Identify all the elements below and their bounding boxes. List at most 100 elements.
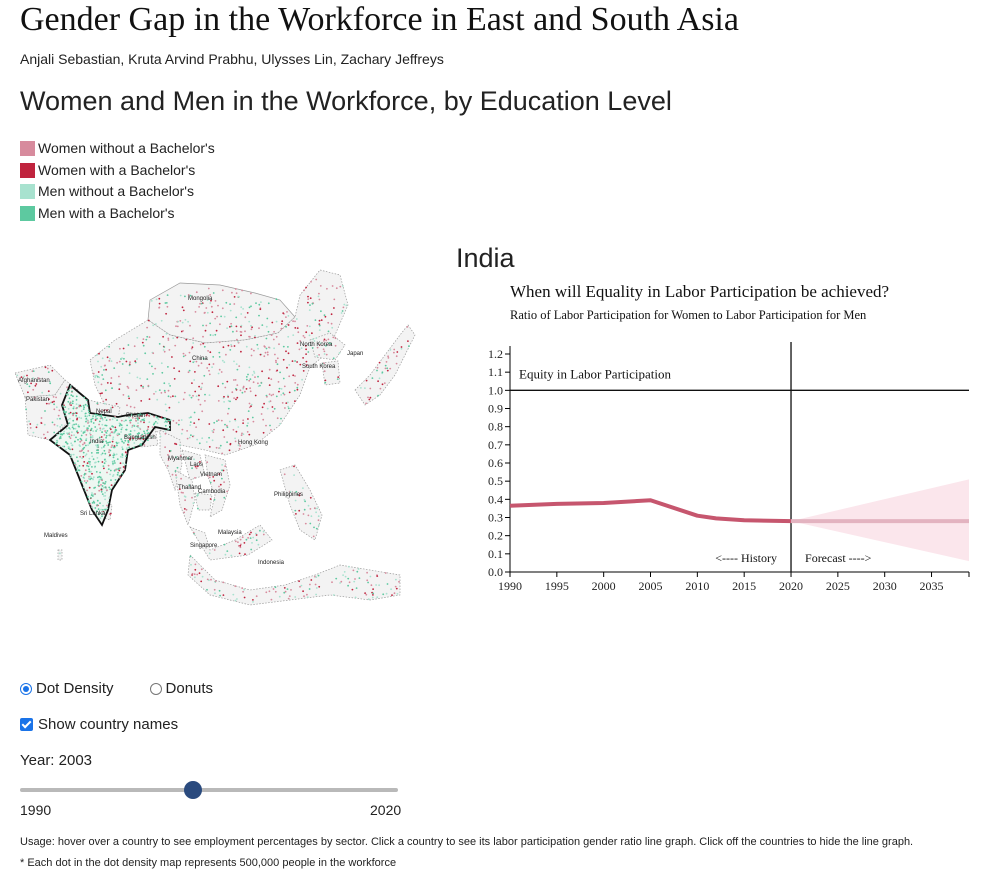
map-dot [164, 424, 167, 427]
map-dot [272, 338, 275, 341]
x-tick-label: 2015 [732, 579, 756, 593]
map-dot [266, 395, 268, 398]
map-dot [99, 429, 102, 432]
show-names-label[interactable]: Show country names [38, 716, 179, 733]
map-dot [152, 352, 155, 355]
map-dot [106, 442, 108, 444]
map-dot [207, 350, 210, 352]
map-dot [369, 575, 372, 578]
map-dot [250, 405, 252, 408]
map-dot [326, 287, 328, 290]
map-dot [357, 568, 360, 570]
map-dot [130, 413, 133, 416]
selected-country-title: India [456, 243, 515, 273]
map-dot [295, 490, 298, 493]
map-dot [230, 554, 233, 557]
map-dot [103, 364, 106, 367]
map-dot [101, 417, 104, 419]
map-dot [140, 444, 143, 446]
country-indonesia[interactable] [187, 554, 401, 606]
map-dot [82, 408, 85, 410]
map-dot [58, 445, 61, 448]
map-dot [95, 374, 98, 377]
map-dot [99, 417, 102, 420]
map-dot [179, 454, 182, 457]
map-dot [107, 444, 110, 446]
year-slider-track[interactable] [20, 788, 398, 792]
map-dot [227, 344, 230, 347]
map-dot [97, 508, 100, 511]
map-dot [64, 414, 67, 417]
country-south-korea[interactable] [321, 360, 341, 386]
map-dot [121, 448, 124, 451]
map-dot [67, 400, 70, 403]
map-dot [82, 404, 85, 407]
donuts-label[interactable]: Donuts [165, 680, 214, 697]
map-dot [294, 375, 296, 377]
map-dot [172, 419, 175, 422]
country-pakistan[interactable] [24, 379, 79, 441]
country-philippines[interactable] [279, 464, 323, 541]
map-dot [318, 292, 320, 295]
map-dot [177, 423, 180, 426]
map-dot [128, 372, 131, 375]
map-dot [243, 542, 246, 544]
map-dot [51, 421, 54, 424]
map-dot [85, 399, 88, 402]
map-dot [195, 467, 198, 470]
map-dot [85, 417, 88, 420]
map-dot [85, 444, 87, 447]
map-dot [121, 456, 124, 459]
map-dot [79, 450, 81, 453]
map-dot [72, 419, 75, 422]
map-dot [73, 434, 75, 436]
map-dot [213, 421, 216, 424]
map-dot [44, 410, 46, 412]
map-dot [242, 433, 245, 436]
map-dot [248, 306, 251, 309]
map-dot [68, 431, 71, 434]
map-dot [53, 400, 55, 403]
map-dot [168, 382, 170, 385]
map-dot [28, 420, 30, 423]
map-dot [265, 347, 268, 350]
map-dot [212, 292, 215, 294]
show-names-checkbox[interactable] [20, 718, 33, 731]
country-china[interactable] [89, 269, 349, 456]
dot-density-label[interactable]: Dot Density [36, 680, 114, 697]
map-dot [104, 482, 106, 485]
country-cambodia[interactable] [194, 492, 213, 511]
map-dot [198, 385, 201, 388]
country-japan[interactable] [354, 324, 416, 406]
map-dot [309, 344, 311, 347]
legend-swatch [20, 162, 35, 178]
map-dot [101, 493, 104, 495]
map-dot [209, 302, 212, 304]
map-dot [135, 419, 137, 422]
map-dot [86, 419, 89, 421]
map-dot [188, 416, 191, 419]
map-dot [62, 432, 65, 435]
map-dot [232, 330, 234, 333]
country-maldives[interactable] [57, 549, 63, 561]
map-dot [400, 347, 403, 350]
map-dot [112, 462, 114, 465]
donuts-radio[interactable] [149, 682, 162, 695]
map-dot [145, 338, 148, 341]
map-dot [69, 437, 72, 440]
map-dot [70, 442, 73, 445]
map-dot [283, 587, 286, 589]
map-dot [203, 312, 206, 314]
country-malaysia[interactable] [189, 524, 273, 561]
dot-density-radio[interactable] [20, 682, 32, 695]
map-dot [218, 447, 221, 450]
map-dot [379, 387, 382, 390]
map-dot [233, 379, 235, 381]
year-slider-thumb[interactable] [184, 781, 202, 799]
map-dot [305, 353, 307, 355]
map-dot [158, 343, 161, 345]
map-dot [285, 325, 287, 328]
map-dot [221, 469, 224, 472]
map-dot [84, 454, 87, 457]
